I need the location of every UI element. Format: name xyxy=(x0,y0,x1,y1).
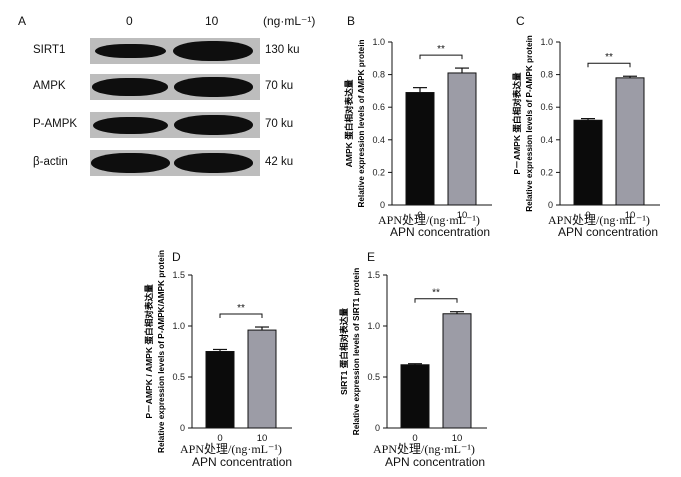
bar-10 xyxy=(615,77,645,206)
y-tick-label: 0.2 xyxy=(372,167,385,177)
y-tick-label: 0.5 xyxy=(367,372,380,382)
panel-label-e: E xyxy=(367,250,376,264)
x-tick-label: 0 xyxy=(585,210,590,221)
chart-panel-b: AMPK 蛋白相对表达量 Relative expression levels o… xyxy=(343,37,492,221)
chart-panel-e: SIRT1 蛋白相对表达量 Relative expression levels … xyxy=(338,268,487,444)
y-tick-label: 0.4 xyxy=(540,135,553,145)
significance-bracket xyxy=(587,62,631,68)
significance-label: ** xyxy=(437,44,445,55)
blot-size-label: 70 ku xyxy=(265,80,294,92)
y-tick-label: 1.0 xyxy=(540,37,553,47)
blot-size-label: 70 ku xyxy=(265,118,294,130)
xaxis-cn-c: APN处理/(ng·mL⁻¹) xyxy=(548,213,650,227)
panel-label-d: D xyxy=(172,250,181,264)
y-axis-label-en: Relative expression levels of P-AMPK pro… xyxy=(525,35,534,212)
x-tick-label: 10 xyxy=(625,210,636,221)
significance-bracket xyxy=(419,54,463,60)
blot-protein-label: β-actin xyxy=(33,156,68,168)
blot-size-label: 42 ku xyxy=(265,156,294,168)
blot-band xyxy=(92,116,168,134)
y-tick-label: 0.8 xyxy=(372,70,385,80)
xaxis-cn-d: APN处理/(ng·mL⁻¹) xyxy=(180,442,282,456)
blot-protein-label: AMPK xyxy=(33,80,66,92)
significance-label: ** xyxy=(432,288,440,299)
lane-unit: (ng·mL⁻¹) xyxy=(263,14,316,28)
bar-0 xyxy=(405,92,435,206)
y-axis-label-en: Relative expression levels of P-AMPK/AMP… xyxy=(157,250,166,453)
blot-band xyxy=(173,153,253,173)
xaxis-en-b: APN concentration xyxy=(390,225,491,239)
panel-label-a: A xyxy=(18,14,27,28)
y-axis-label-cn: P－AMPK 蛋白相对表达量 xyxy=(511,72,522,175)
y-tick-label: 0.5 xyxy=(172,372,185,382)
y-axis-label-cn: AMPK 蛋白相对表达量 xyxy=(343,79,354,167)
chart-panel-d: P－AMPK / AMPK 蛋白相对表达量 Relative expression… xyxy=(143,250,292,453)
bar-0 xyxy=(400,364,430,429)
blot-band xyxy=(173,115,253,135)
bar-10 xyxy=(447,72,477,206)
significance-label: ** xyxy=(605,52,613,63)
y-tick-label: 1.5 xyxy=(172,270,185,280)
y-tick-label: 1.0 xyxy=(367,321,380,331)
significance-bracket xyxy=(414,298,458,303)
blot-strip xyxy=(90,150,260,176)
chart-panel-c: P－AMPK 蛋白相对表达量 Relative expression levels… xyxy=(511,35,660,221)
xaxis-cn-e: APN处理/(ng·mL⁻¹) xyxy=(373,442,475,456)
blot-band xyxy=(173,41,253,61)
y-tick-label: 0 xyxy=(180,423,185,433)
blot-band xyxy=(94,43,166,59)
xaxis-en-d: APN concentration xyxy=(192,455,293,469)
lane-label-10: 10 xyxy=(205,14,219,28)
blot-band xyxy=(173,77,253,97)
y-tick-label: 0.2 xyxy=(540,167,553,177)
y-tick-label: 1.5 xyxy=(367,270,380,280)
x-tick-label: 0 xyxy=(417,210,422,221)
y-tick-label: 1.0 xyxy=(172,321,185,331)
y-tick-label: 0.6 xyxy=(372,102,385,112)
y-tick-label: 1.0 xyxy=(372,37,385,47)
significance-label: ** xyxy=(237,303,245,314)
xaxis-cn-b: APN处理/(ng·mL⁻¹) xyxy=(378,213,480,227)
lane-label-0: 0 xyxy=(126,14,133,28)
bar-0 xyxy=(205,351,235,429)
y-axis-label-en: Relative expression levels of SIRT1 prot… xyxy=(352,268,361,435)
blot-band xyxy=(90,153,170,173)
y-axis-label-cn: SIRT1 蛋白相对表达量 xyxy=(338,308,349,395)
y-tick-label: 0 xyxy=(375,423,380,433)
blot-strip xyxy=(90,112,260,138)
y-tick-label: 0 xyxy=(548,200,553,210)
y-axis-label-cn: P－AMPK / AMPK 蛋白相对表达量 xyxy=(143,284,154,419)
x-tick-label: 0 xyxy=(412,433,417,444)
y-axis-label-en: Relative expression levels of AMPK prote… xyxy=(357,39,366,207)
blot-band xyxy=(92,78,168,96)
blot-protein-label: SIRT1 xyxy=(33,44,66,56)
x-tick-label: 10 xyxy=(257,433,268,444)
panel-label-b: B xyxy=(347,14,356,28)
blot-strip xyxy=(90,38,260,64)
y-tick-label: 0.6 xyxy=(540,102,553,112)
blot-protein-label: P-AMPK xyxy=(33,118,78,130)
x-tick-label: 0 xyxy=(217,433,222,444)
x-tick-label: 10 xyxy=(457,210,468,221)
blot-size-label: 130 ku xyxy=(265,44,300,56)
y-tick-label: 0.4 xyxy=(372,135,385,145)
xaxis-en-e: APN concentration xyxy=(385,455,486,469)
y-tick-label: 0 xyxy=(380,200,385,210)
significance-bracket xyxy=(219,313,263,319)
panel-label-c: C xyxy=(516,14,525,28)
blot-strip xyxy=(90,74,260,100)
x-tick-label: 10 xyxy=(452,433,463,444)
xaxis-en-c: APN concentration xyxy=(558,225,659,239)
bar-0 xyxy=(573,119,603,206)
bar-10 xyxy=(442,313,472,429)
y-tick-label: 0.8 xyxy=(540,70,553,80)
bar-10 xyxy=(247,329,277,429)
